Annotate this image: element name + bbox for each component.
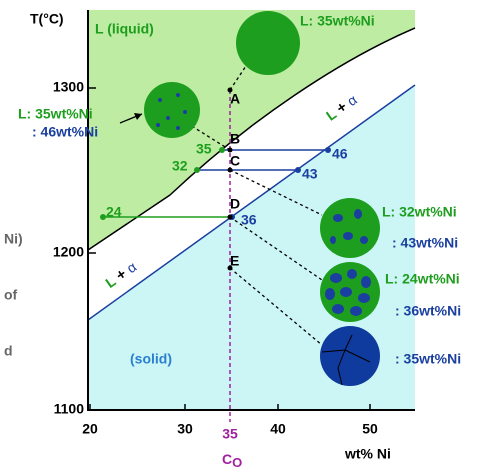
point-label: B [230,131,240,147]
y-tick-label: 1100 [54,401,85,417]
microstructure [320,262,380,322]
x-tick-label: 50 [362,421,378,437]
fragment: Ni) [4,231,23,247]
axes [87,10,415,411]
y-axis-title: T(°C) [30,11,64,27]
point-label: E [230,253,239,269]
note: : 35wt%Ni [395,351,461,367]
tie-value: 35 [196,141,212,157]
solid-label: (solid) [130,351,172,367]
x-tick-label: 30 [177,421,193,437]
microstructure [320,326,380,386]
note: L: 35wt%Ni [300,13,375,29]
leader [229,267,323,346]
fragment: d [4,343,13,359]
note: L: 35wt%Ni [18,106,93,122]
leader [229,169,323,216]
tie-value: 24 [106,204,122,220]
liquidus [87,27,416,251]
note: L: 24wt%Ni [385,271,460,287]
leader [189,124,231,151]
point-label: A [230,91,240,107]
note: L: 32wt%Ni [382,204,457,220]
tie-value: 43 [302,166,318,182]
fragment: of [4,287,18,303]
ticks [88,87,371,410]
tie-value: 36 [241,212,257,228]
microstructure [320,198,380,258]
y-tick-label: 1300 [53,79,84,95]
leader [229,216,323,281]
x-tick-label: 20 [82,421,98,437]
microstructure [144,82,200,138]
solid-region [88,85,415,410]
x-axis-title: wt% Ni [344,446,391,462]
microstructure [236,11,300,75]
liquid-label: L (liquid) [95,21,154,37]
point-label: D [230,196,240,212]
note: : 36wt%Ni [395,303,461,319]
tie-value: 46 [332,146,348,162]
y-tick-label: 1200 [53,244,84,260]
tie-value: 32 [172,158,188,174]
point-label: C [230,153,240,169]
composition-label: CO [222,451,242,471]
note: : 43wt%Ni [392,235,458,251]
x-tick-label: 40 [270,421,286,437]
composition-value: 35 [222,426,238,442]
note: : 46wt%Ni [32,124,98,140]
solidus [87,84,416,321]
arrow [134,113,142,120]
two-phase-label: L + α [323,91,361,125]
